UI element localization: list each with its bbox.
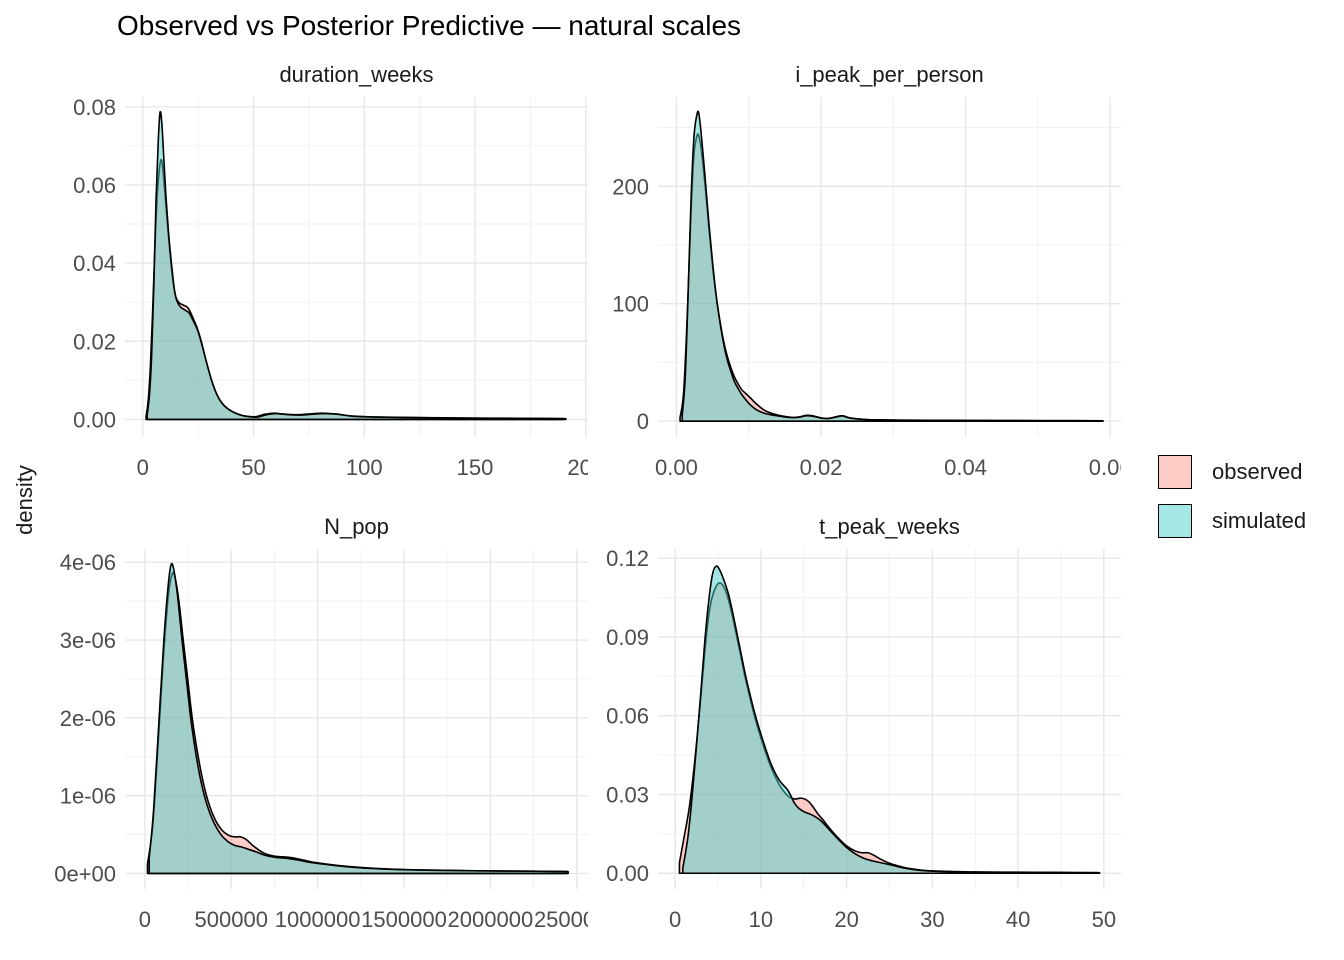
svg-text:30: 30: [920, 907, 944, 932]
svg-text:2e-06: 2e-06: [60, 706, 116, 731]
facet-grid: duration_weeks 0.00 0.02 0.04 0.06 0.08 0 50 10…: [55, 60, 1121, 942]
svg-text:4e-06: 4e-06: [60, 550, 116, 575]
density-panel-duration-weeks: 0.00 0.02 0.04 0.06 0.08 0 50 100 150 200: [73, 95, 588, 480]
density-panel-n-pop: 0e+00 1e-06 2e-06 3e-06 4e-06 0 500000 1000000 1…: [55, 549, 588, 932]
simulated-swatch-icon: [1158, 504, 1192, 538]
svg-text:500000: 500000: [195, 907, 268, 932]
svg-text:0.00: 0.00: [73, 407, 116, 432]
svg-text:0.06: 0.06: [73, 173, 116, 198]
facet-strip-title: t_peak_weeks: [819, 514, 960, 539]
svg-text:0.00: 0.00: [606, 861, 649, 886]
facet-strip-title: N_pop: [324, 514, 389, 539]
svg-text:0.03: 0.03: [606, 782, 649, 807]
y-axis-title: density: [12, 465, 37, 535]
svg-text:0: 0: [137, 455, 149, 480]
svg-text:200: 200: [612, 174, 649, 199]
svg-text:0.09: 0.09: [606, 625, 649, 650]
svg-text:2000000: 2000000: [448, 907, 534, 932]
svg-text:0.04: 0.04: [944, 455, 987, 480]
facet-i-peak-per-person: i_peak_per_person 0 100 200 0.00 0.02 0.04 0.0…: [588, 60, 1121, 490]
legend: observed simulated: [1158, 455, 1306, 553]
svg-text:1500000: 1500000: [361, 907, 447, 932]
svg-text:0: 0: [637, 409, 649, 434]
svg-text:0.06: 0.06: [1089, 455, 1121, 480]
facet-t-peak-weeks: t_peak_weeks 0.00 0.03 0.06 0.09 0.12 0 10 20 30…: [588, 512, 1121, 942]
svg-text:3e-06: 3e-06: [60, 628, 116, 653]
svg-text:50: 50: [1092, 907, 1116, 932]
facet-duration-weeks: duration_weeks 0.00 0.02 0.04 0.06 0.08 0 50 10…: [55, 60, 588, 490]
svg-text:1e-06: 1e-06: [60, 784, 116, 809]
svg-text:0e+00: 0e+00: [55, 861, 116, 886]
svg-text:200: 200: [567, 455, 588, 480]
svg-text:20: 20: [834, 907, 858, 932]
svg-text:0.04: 0.04: [73, 251, 116, 276]
svg-text:0.12: 0.12: [606, 546, 649, 571]
svg-text:1000000: 1000000: [275, 907, 361, 932]
page-title: Observed vs Posterior Predictive — natur…: [117, 10, 742, 41]
legend-item-simulated: simulated: [1158, 504, 1306, 538]
legend-item-observed: observed: [1158, 455, 1306, 489]
svg-text:100: 100: [612, 292, 649, 317]
svg-text:0: 0: [669, 907, 681, 932]
svg-text:10: 10: [749, 907, 773, 932]
svg-text:150: 150: [457, 455, 494, 480]
svg-text:0.02: 0.02: [800, 455, 843, 480]
svg-text:100: 100: [346, 455, 383, 480]
legend-label-observed: observed: [1212, 459, 1303, 484]
svg-text:40: 40: [1006, 907, 1030, 932]
legend-label-simulated: simulated: [1212, 508, 1307, 533]
facet-n-pop: N_pop 0e+00 1e-06 2e-06 3e-06 4e-06 0 500000 10…: [55, 512, 588, 942]
svg-text:0.00: 0.00: [655, 455, 698, 480]
svg-text:0.02: 0.02: [73, 329, 116, 354]
density-panel-t-peak-weeks: 0.00 0.03 0.06 0.09 0.12 0 10 20 30 40 50: [606, 546, 1121, 932]
svg-text:0: 0: [139, 907, 151, 932]
svg-text:2500000: 2500000: [534, 907, 588, 932]
svg-text:0.06: 0.06: [606, 704, 649, 729]
facet-strip-title: i_peak_per_person: [795, 62, 984, 87]
svg-text:0.08: 0.08: [73, 95, 116, 120]
observed-swatch-icon: [1158, 455, 1192, 489]
density-panel-i-peak-per-person: 0 100 200 0.00 0.02 0.04 0.06: [612, 97, 1121, 480]
svg-text:50: 50: [241, 455, 265, 480]
facet-strip-title: duration_weeks: [279, 62, 434, 87]
